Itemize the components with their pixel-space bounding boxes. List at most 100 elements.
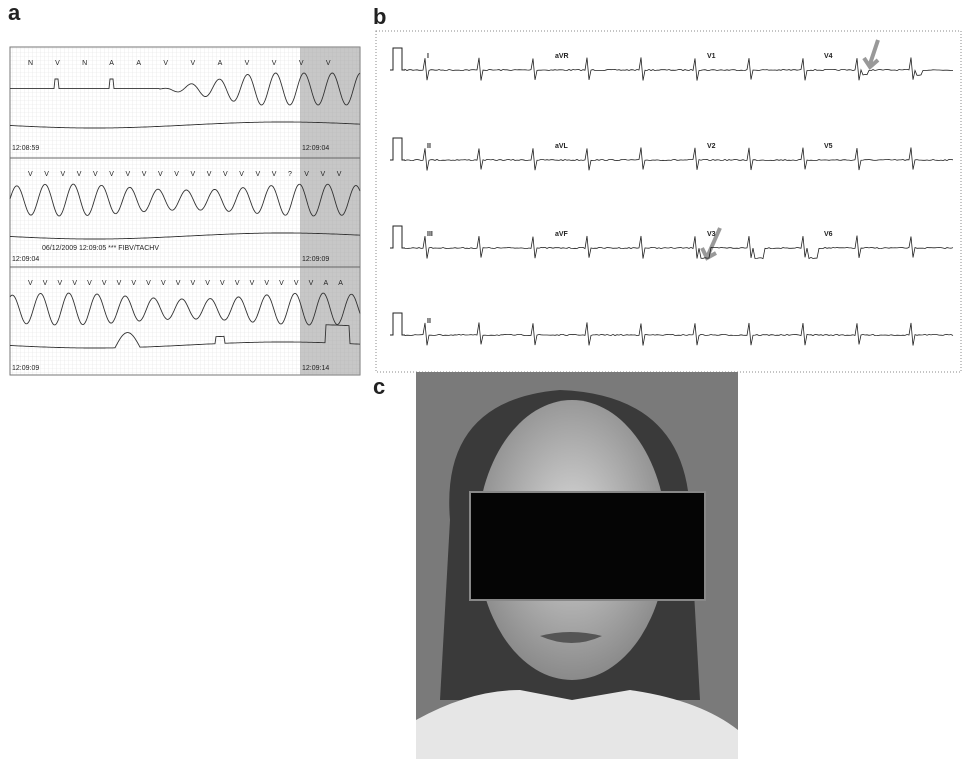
calibration bbox=[390, 225, 405, 249]
beat-label: A bbox=[218, 60, 223, 67]
lead-label: III bbox=[427, 231, 433, 238]
beat-label: V bbox=[161, 280, 166, 287]
ecg-trace bbox=[9, 183, 361, 217]
pleth-trace bbox=[10, 324, 361, 349]
beat-label: V bbox=[117, 280, 122, 287]
lead-label: V4 bbox=[824, 53, 833, 60]
beat-label: V bbox=[58, 280, 63, 287]
lead-label: V6 bbox=[824, 231, 833, 238]
beat-label: V bbox=[239, 171, 244, 178]
beat-label: V bbox=[61, 171, 66, 178]
beat-label: V bbox=[55, 60, 60, 67]
time-label: 12:09:09 bbox=[12, 365, 39, 372]
beat-label: V bbox=[256, 171, 261, 178]
beat-label: V bbox=[264, 280, 269, 287]
rhythm-strips: N V N A A V V A V V V V 12:08:59 12:09:04 V V V V V V V V V V V V… bbox=[9, 46, 361, 376]
beat-label: V bbox=[272, 171, 277, 178]
beat-label: V bbox=[44, 171, 49, 178]
eye-mask bbox=[469, 491, 706, 601]
pleth-trace bbox=[10, 232, 361, 240]
ecg-trace bbox=[9, 292, 361, 326]
panel-label: a bbox=[8, 0, 21, 25]
beat-label: V bbox=[109, 171, 114, 178]
beat-label: V bbox=[321, 171, 326, 178]
lead-label: V3 bbox=[707, 231, 716, 238]
time-label: 12:09:09 bbox=[302, 256, 329, 263]
ecg-lead bbox=[404, 147, 954, 171]
beat-label: V bbox=[207, 171, 212, 178]
lead-label: V1 bbox=[707, 53, 716, 60]
beat-label: N bbox=[28, 60, 33, 67]
beat-label: V bbox=[43, 280, 48, 287]
beat-label: V bbox=[72, 280, 77, 287]
beat-label: A bbox=[109, 60, 114, 67]
lead-label: II bbox=[427, 318, 431, 325]
ecg-lead bbox=[404, 57, 954, 81]
beat-label: V bbox=[28, 280, 33, 287]
panel-label: b bbox=[373, 4, 386, 29]
beat-label: V bbox=[272, 60, 277, 67]
beat-label: V bbox=[250, 280, 255, 287]
beat-label: V bbox=[174, 171, 179, 178]
beat-label: V bbox=[163, 60, 168, 67]
ecg-lead bbox=[404, 235, 954, 260]
beat-label: V bbox=[191, 280, 196, 287]
calibration bbox=[390, 47, 405, 71]
beat-label: V bbox=[245, 60, 250, 67]
annotation: 06/12/2009 12:09:05 *** FIBV/TACHV bbox=[42, 245, 159, 252]
beat-label: A bbox=[338, 280, 343, 287]
calibration bbox=[390, 312, 405, 336]
beat-label: V bbox=[87, 280, 92, 287]
lead-label: I bbox=[427, 53, 429, 60]
calibration bbox=[390, 137, 405, 161]
panel-label: c bbox=[373, 374, 385, 399]
beat-label: A bbox=[136, 60, 141, 67]
shirt bbox=[416, 690, 738, 759]
beat-label: V bbox=[176, 280, 181, 287]
beat-label: N bbox=[82, 60, 87, 67]
lead-label: aVR bbox=[555, 53, 569, 60]
lead-label: aVF bbox=[555, 231, 569, 238]
beat-label: V bbox=[337, 171, 342, 178]
beat-label: V bbox=[102, 280, 107, 287]
beat-label: V bbox=[126, 171, 131, 178]
beat-label: V bbox=[220, 280, 225, 287]
beat-label: A bbox=[323, 280, 328, 287]
beat-label: V bbox=[223, 171, 228, 178]
ecg-trace bbox=[10, 72, 361, 106]
lead-label: II bbox=[427, 143, 431, 150]
time-label: 12:09:04 bbox=[302, 145, 329, 152]
beat-label: V bbox=[191, 171, 196, 178]
beat-label: V bbox=[93, 171, 98, 178]
time-label: 12:09:14 bbox=[302, 365, 329, 372]
beat-label: V bbox=[309, 280, 314, 287]
beat-label: V bbox=[235, 280, 240, 287]
beat-label: V bbox=[299, 60, 304, 67]
lead-label: V2 bbox=[707, 143, 716, 150]
beat-label: V bbox=[131, 280, 136, 287]
mouth bbox=[540, 632, 602, 643]
ecg-lead bbox=[404, 322, 954, 346]
beat-label: V bbox=[326, 60, 331, 67]
time-label: 12:09:04 bbox=[12, 256, 39, 263]
beat-label: V bbox=[146, 280, 151, 287]
beat-label: V bbox=[142, 171, 147, 178]
lead-label: aVL bbox=[555, 143, 569, 150]
beat-label: V bbox=[158, 171, 163, 178]
beat-label: V bbox=[279, 280, 284, 287]
beat-label: V bbox=[28, 171, 33, 178]
time-label: 12:08:59 bbox=[12, 145, 39, 152]
ecg-frame bbox=[375, 30, 962, 373]
lead-label: V5 bbox=[824, 143, 833, 150]
beat-label: V bbox=[205, 280, 210, 287]
pleth-trace bbox=[10, 121, 361, 129]
beat-label: ? bbox=[288, 171, 292, 178]
arrow bbox=[862, 39, 880, 71]
beat-label: V bbox=[304, 171, 309, 178]
beat-label: V bbox=[294, 280, 299, 287]
beat-label: V bbox=[77, 171, 82, 178]
photo bbox=[416, 372, 738, 759]
beat-label: V bbox=[191, 60, 196, 67]
